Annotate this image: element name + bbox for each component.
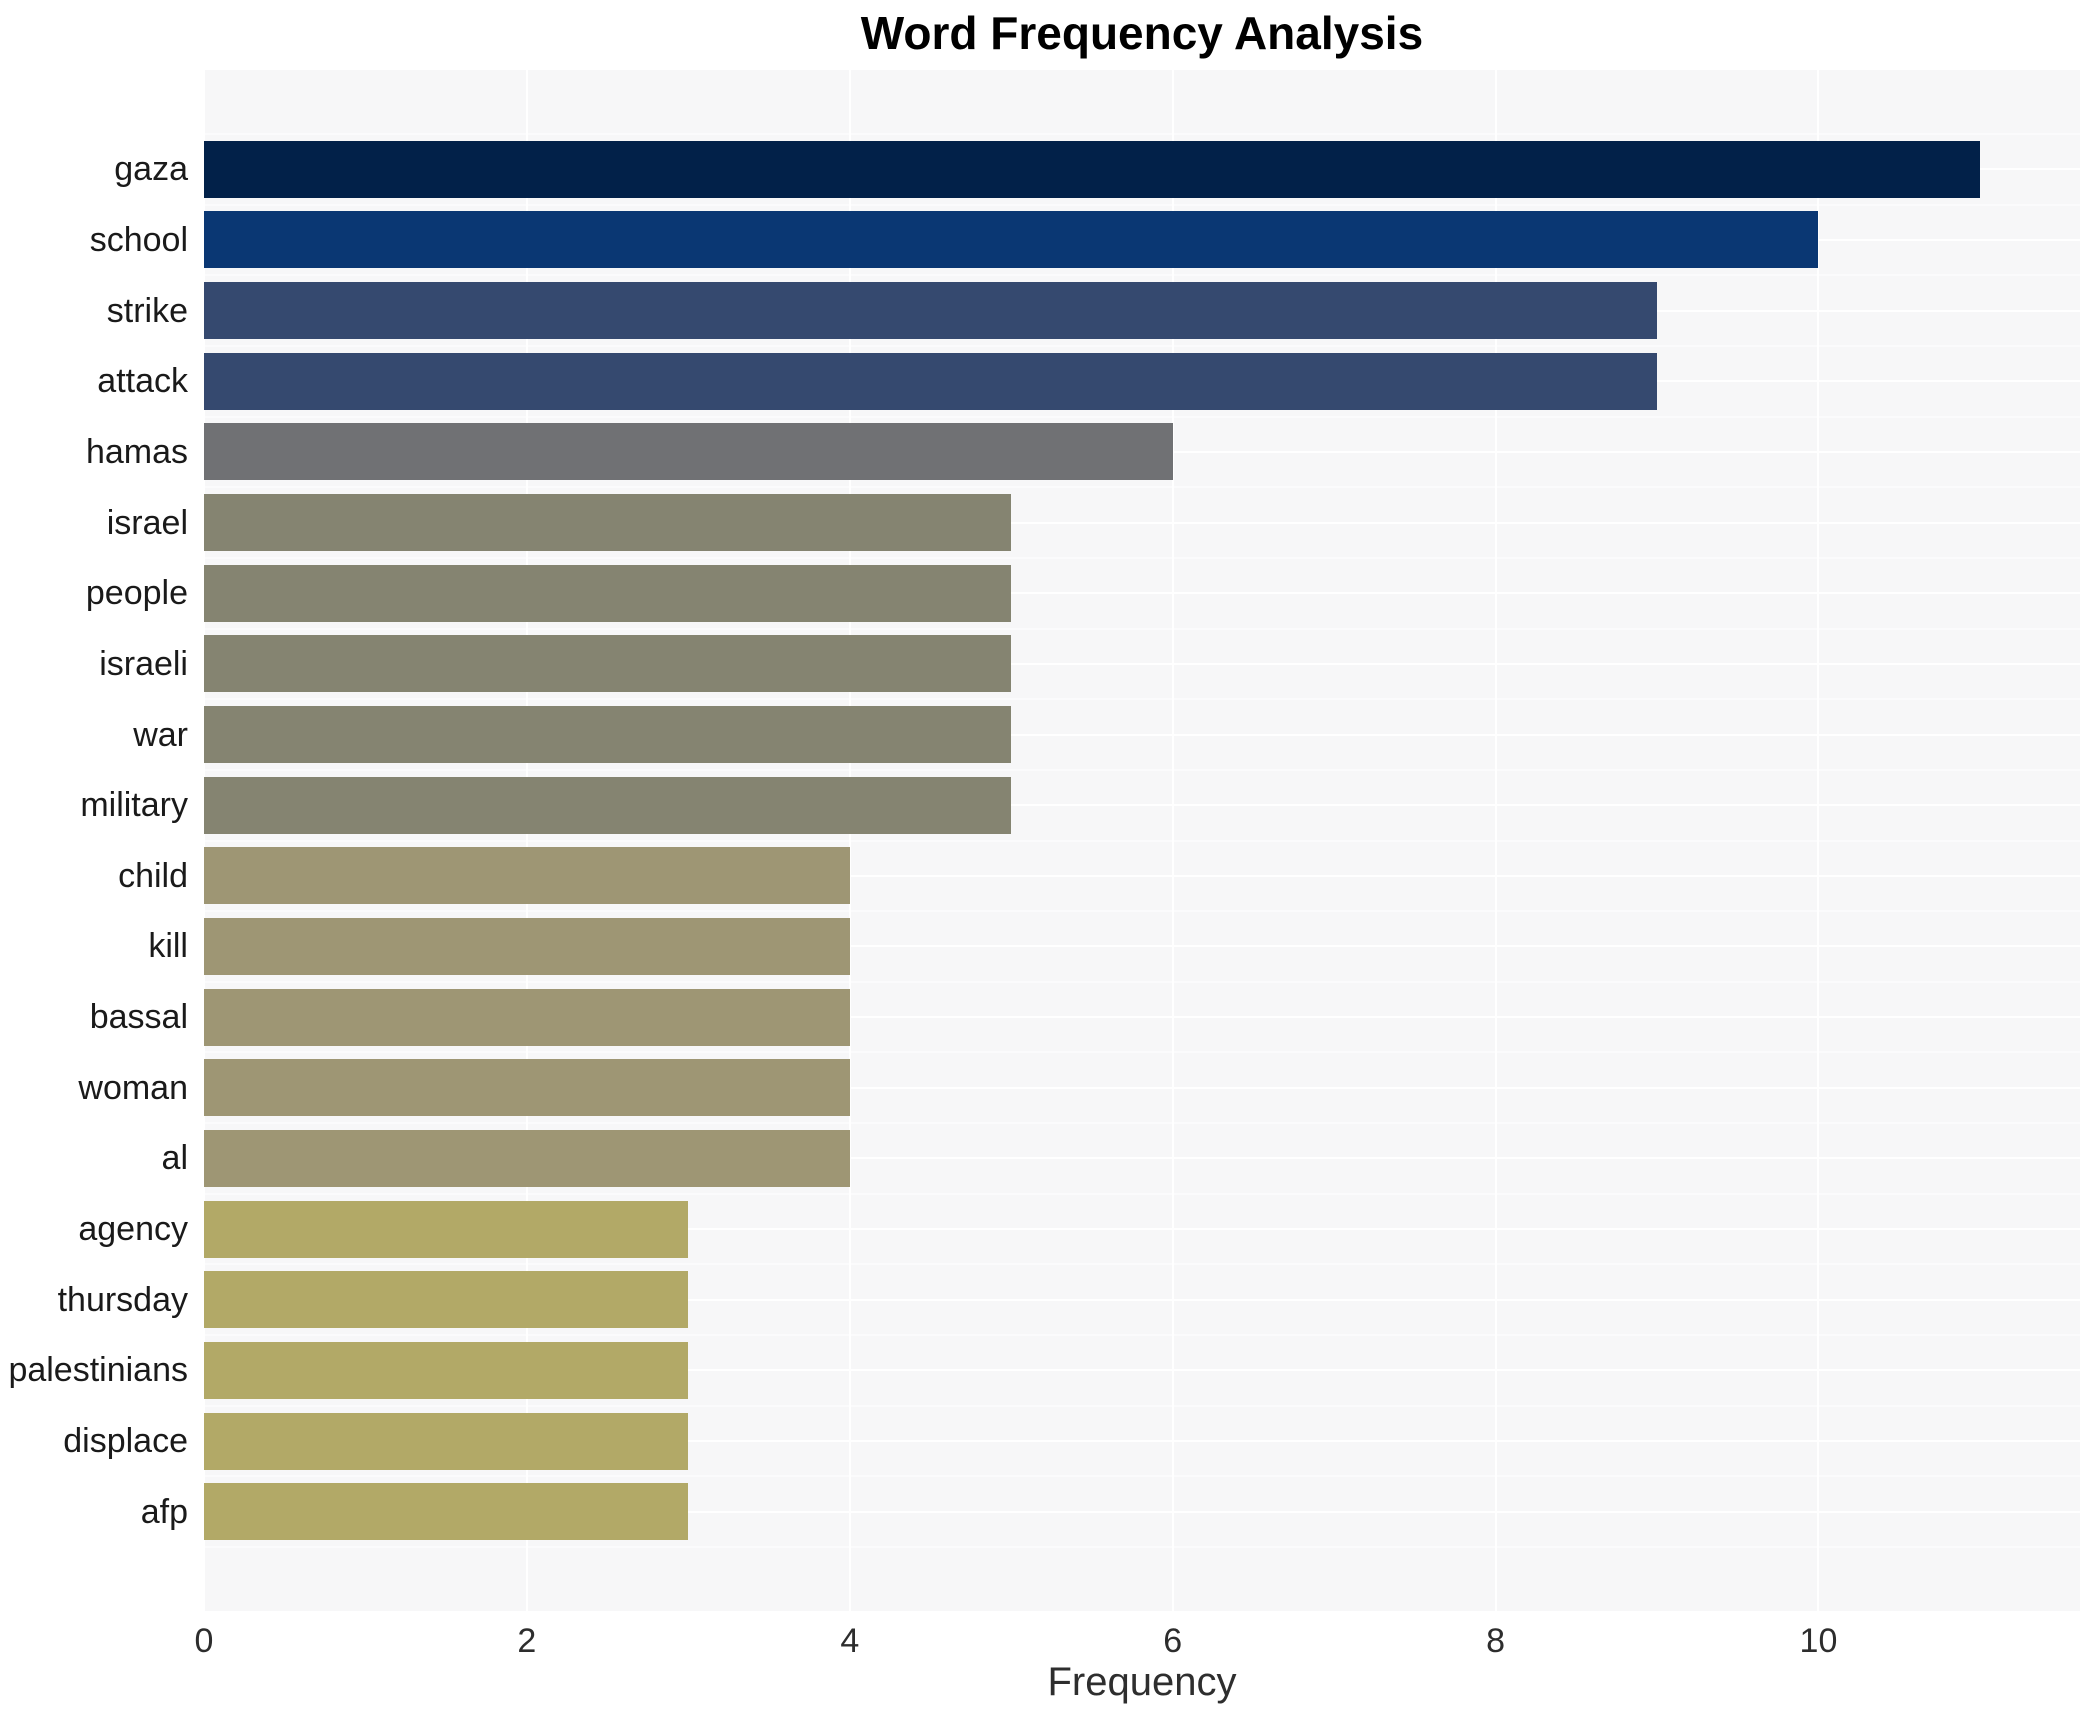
y-tick-label-afp: afp (140, 1492, 188, 1531)
y-tick-label-al: al (161, 1139, 188, 1178)
gridline-horizontal-major (204, 1228, 2080, 1231)
gridline-horizontal-major (204, 662, 2080, 665)
y-tick-label-israeli: israeli (99, 644, 188, 683)
gridline-horizontal-minor (204, 344, 2080, 347)
gridline-horizontal-minor (204, 980, 2080, 983)
y-tick-label-school: school (89, 220, 188, 259)
gridline-horizontal-major (204, 874, 2080, 877)
gridline-horizontal-major (204, 945, 2080, 948)
y-tick-label-palestinians: palestinians (8, 1351, 188, 1390)
bar-agency (204, 1200, 689, 1258)
y-tick-label-thursday: thursday (57, 1280, 188, 1319)
gridline-horizontal-minor (204, 1546, 2080, 1548)
y-tick-label-gaza: gaza (114, 150, 188, 189)
gridline-horizontal-minor (204, 1334, 2080, 1337)
x-tick-label: 10 (1799, 1622, 1838, 1660)
gridline-horizontal-minor (204, 1263, 2080, 1266)
gridline-horizontal-minor (204, 627, 2080, 630)
y-tick-label-woman: woman (78, 1068, 188, 1107)
gridline-horizontal-minor (204, 1192, 2080, 1195)
bar-afp (204, 1483, 689, 1541)
x-tick-label: 4 (840, 1622, 860, 1660)
plot-area (203, 70, 2080, 1611)
chart-title: Word Frequency Analysis (860, 7, 1424, 59)
gridline-horizontal-minor (204, 839, 2080, 842)
x-tick-label: 2 (517, 1622, 537, 1660)
bar-israel (204, 494, 1012, 552)
bar-hamas (204, 423, 1173, 481)
gridline-vertical-major (1494, 70, 1497, 1611)
gridline-horizontal-major (204, 733, 2080, 736)
bar-displace (204, 1412, 689, 1470)
bar-gaza (204, 140, 1980, 198)
gridline-vertical-major (525, 70, 528, 1611)
bar-palestinians (204, 1341, 689, 1399)
y-tick-label-agency: agency (78, 1210, 188, 1249)
gridline-horizontal-minor (204, 203, 2080, 206)
bar-thursday (204, 1271, 689, 1329)
gridline-vertical-major (203, 70, 205, 1611)
gridline-horizontal-minor (204, 415, 2080, 418)
y-tick-label-attack: attack (97, 362, 188, 401)
bar-kill (204, 917, 850, 975)
bar-attack (204, 352, 1657, 410)
bar-israeli (204, 635, 1012, 693)
y-tick-label-displace: displace (63, 1422, 188, 1461)
bar-strike (204, 282, 1657, 340)
gridline-horizontal-major (204, 1510, 2080, 1513)
y-tick-label-military: military (80, 786, 188, 825)
bar-al (204, 1129, 850, 1187)
gridline-horizontal-minor (204, 1475, 2080, 1478)
gridline-horizontal-minor (204, 1404, 2080, 1407)
gridline-horizontal-major (204, 521, 2080, 524)
y-tick-label-bassal: bassal (89, 998, 188, 1037)
gridline-vertical-major (1817, 70, 1820, 1611)
x-tick-label: 8 (1486, 1622, 1506, 1660)
gridline-horizontal-major (204, 804, 2080, 807)
gridline-horizontal-minor (204, 698, 2080, 701)
bar-military (204, 776, 1012, 834)
gridline-horizontal-major (204, 1086, 2080, 1089)
y-tick-label-people: people (85, 574, 188, 613)
y-tick-label-kill: kill (148, 927, 188, 966)
gridline-horizontal-minor (204, 556, 2080, 559)
gridline-horizontal-minor (204, 486, 2080, 489)
bar-war (204, 706, 1012, 764)
bar-child (204, 847, 850, 905)
gridline-vertical-major (848, 70, 851, 1611)
gridline-horizontal-major (204, 1016, 2080, 1019)
gridline-horizontal-minor (204, 768, 2080, 771)
gridline-horizontal-major (204, 592, 2080, 595)
gridline-horizontal-major (204, 1298, 2080, 1301)
gridline-horizontal-minor (204, 274, 2080, 277)
gridline-vertical-major (1171, 70, 1174, 1611)
bar-woman (204, 1059, 850, 1117)
bar-bassal (204, 988, 850, 1046)
gridline-horizontal-minor (204, 133, 2080, 135)
y-tick-label-strike: strike (106, 291, 188, 330)
gridline-horizontal-minor (204, 1122, 2080, 1125)
bar-people (204, 564, 1012, 622)
y-tick-label-israel: israel (106, 503, 188, 542)
gridline-horizontal-major (204, 1440, 2080, 1443)
x-tick-label: 0 (194, 1622, 214, 1660)
x-axis-title: Frequency (1047, 1660, 1237, 1704)
y-tick-label-war: war (133, 715, 188, 754)
gridline-horizontal-minor (204, 1051, 2080, 1054)
x-tick-label: 6 (1163, 1622, 1183, 1660)
bar-school (204, 211, 1819, 269)
gridline-horizontal-major (204, 1369, 2080, 1372)
y-tick-label-hamas: hamas (85, 432, 188, 471)
gridline-horizontal-major (204, 1157, 2080, 1160)
y-tick-label-child: child (118, 856, 188, 895)
gridline-horizontal-minor (204, 910, 2080, 913)
